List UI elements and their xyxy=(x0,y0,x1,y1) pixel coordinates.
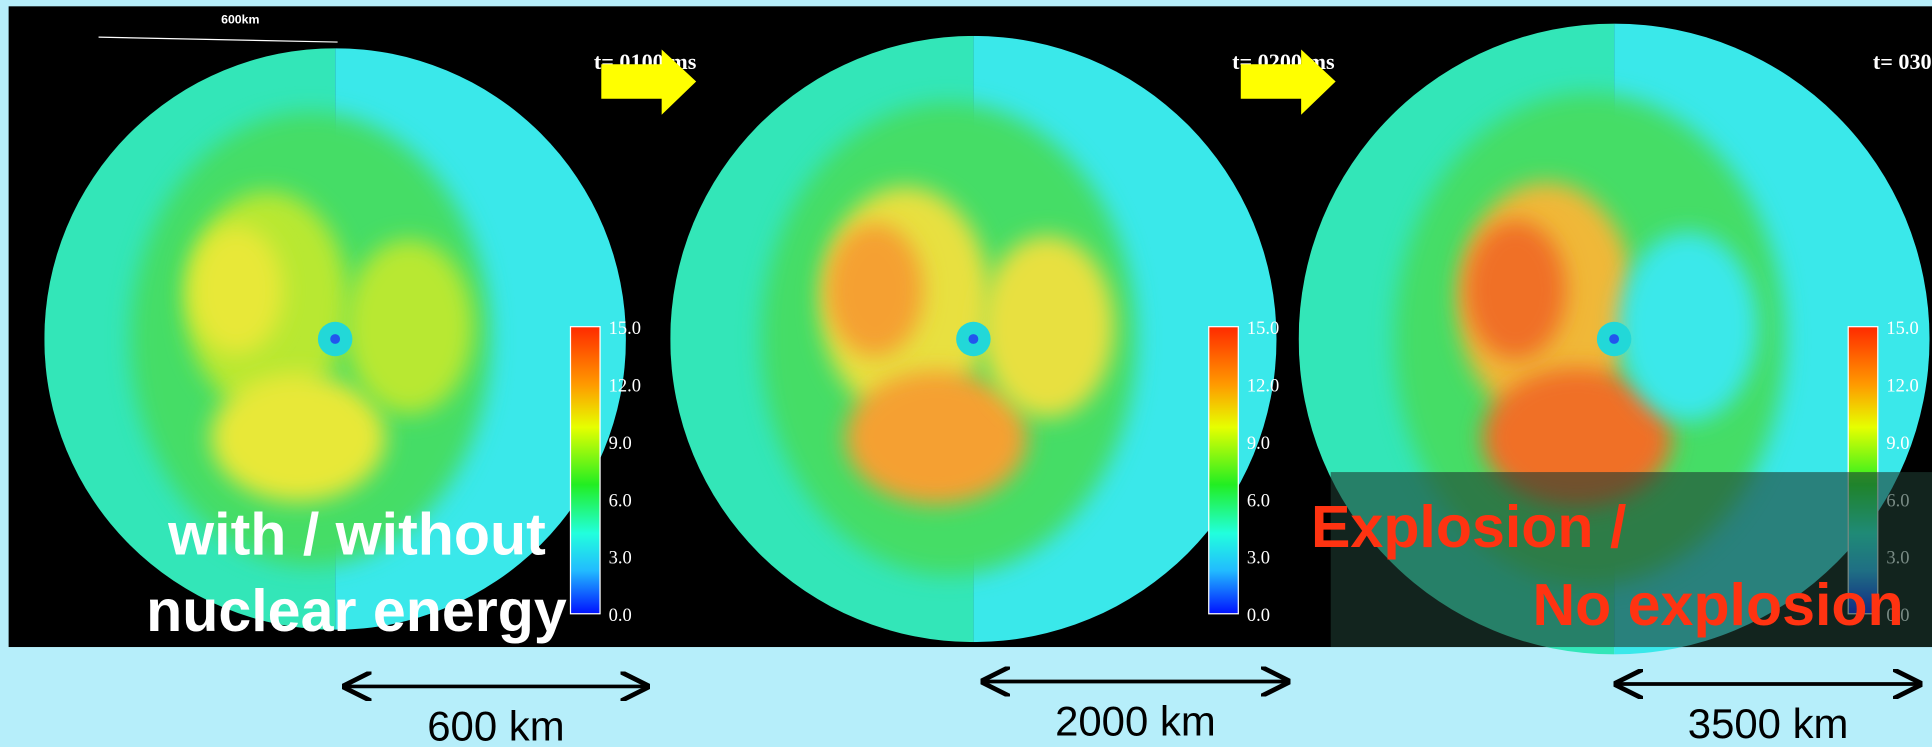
colorbar-tick: 6.0 xyxy=(609,490,632,510)
simulation xyxy=(670,36,1276,642)
plume xyxy=(1619,232,1758,421)
scale-text: 2000 km xyxy=(1055,698,1216,745)
caption-right: No explosion xyxy=(1532,571,1903,638)
colorbar xyxy=(1209,327,1239,614)
core-center xyxy=(1609,334,1619,344)
colorbar-tick: 9.0 xyxy=(1886,433,1909,453)
time-label: t= 0300 ms xyxy=(1873,49,1932,74)
plume xyxy=(190,226,283,354)
plume xyxy=(981,236,1114,418)
plume xyxy=(845,371,1027,504)
colorbar-tick: 12.0 xyxy=(1247,375,1279,395)
colorbar-tick: 12.0 xyxy=(609,375,641,395)
caption-right: Explosion / xyxy=(1311,493,1626,560)
colorbar-tick: 6.0 xyxy=(1247,490,1270,510)
colorbar-tick: 3.0 xyxy=(609,548,632,568)
plume xyxy=(826,223,923,356)
colorbar-tick: 3.0 xyxy=(1247,548,1270,568)
scale-text: 600 km xyxy=(427,703,564,747)
plume xyxy=(1465,220,1566,359)
figure: 600km t= 0100 ms15.012.09.06.03.00.0600 … xyxy=(0,0,1932,747)
colorbar-tick: 15.0 xyxy=(1886,318,1918,338)
plume xyxy=(345,239,473,413)
colorbar xyxy=(570,327,600,614)
core-center xyxy=(968,334,978,344)
colorbar-tick: 9.0 xyxy=(1247,433,1270,453)
core-center xyxy=(330,334,340,344)
caption-left: with / without xyxy=(167,501,546,568)
plume xyxy=(211,374,385,502)
colorbar-tick: 0.0 xyxy=(609,605,632,625)
colorbar-tick: 9.0 xyxy=(609,433,632,453)
scale-label: 600km xyxy=(221,13,259,27)
colorbar-tick: 15.0 xyxy=(609,318,641,338)
colorbar-tick: 0.0 xyxy=(1247,605,1270,625)
scale-text: 3500 km xyxy=(1688,700,1849,747)
caption-left: nuclear energy xyxy=(146,577,567,644)
colorbar-tick: 12.0 xyxy=(1886,375,1918,395)
colorbar-tick: 15.0 xyxy=(1247,318,1279,338)
